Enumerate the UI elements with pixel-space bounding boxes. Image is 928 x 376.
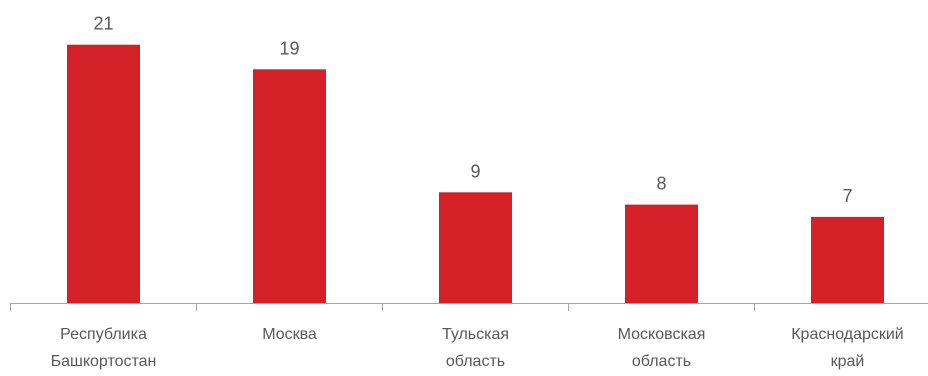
bars-layer [67, 44, 884, 303]
x-tick-label: Башкортостан [51, 353, 157, 370]
x-tick-label: область [446, 353, 505, 370]
x-axis [10, 303, 928, 311]
x-tick-label: Тульская [442, 326, 509, 343]
value-label: 9 [470, 161, 480, 181]
value-label: 8 [656, 174, 666, 194]
bar [811, 216, 884, 303]
bar [439, 192, 512, 303]
x-tick-label: Республика [60, 326, 147, 343]
x-tick-labels-layer: Республика Башкортостан Москва Тульская обла… [51, 326, 904, 370]
x-tick-label: край [831, 353, 865, 370]
x-tick-label: Московская [618, 326, 706, 343]
value-label: 21 [93, 14, 113, 34]
value-label: 7 [842, 186, 852, 206]
bar [253, 69, 326, 303]
x-tick-label: Краснодарский [791, 326, 904, 343]
bar [625, 204, 698, 303]
bar [67, 44, 140, 303]
value-labels-layer: 21 19 9 8 7 [93, 14, 852, 206]
value-label: 19 [279, 38, 299, 58]
x-tick-label: область [632, 353, 691, 370]
x-tick-label: Москва [262, 326, 317, 343]
